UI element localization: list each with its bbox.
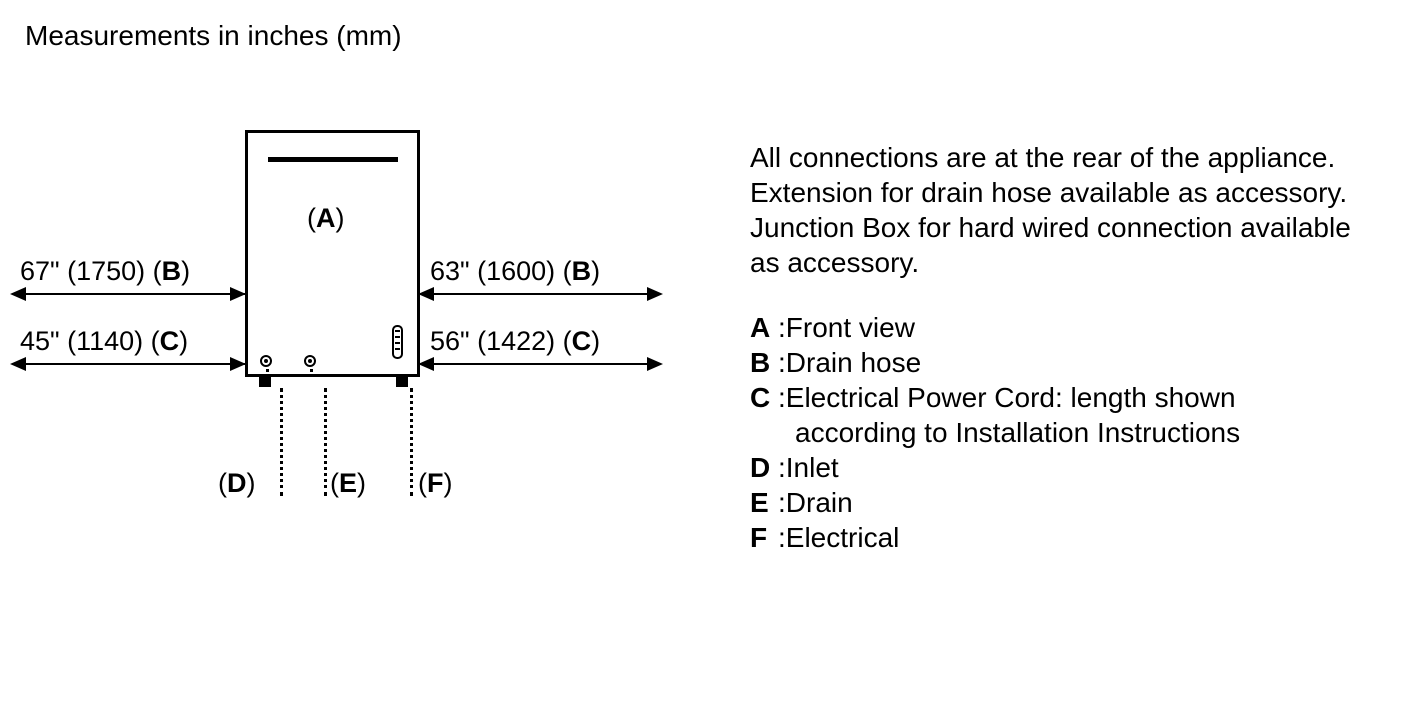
port-drain bbox=[304, 355, 316, 367]
arrow-left-c-line bbox=[22, 363, 245, 365]
legend-b: B: Drain hose bbox=[750, 345, 1370, 380]
description-block: All connections are at the rear of the a… bbox=[750, 140, 1370, 555]
legend-e: E: Drain bbox=[750, 485, 1370, 520]
page-title: Measurements in inches (mm) bbox=[25, 20, 402, 52]
arrow-right-c-head-l bbox=[418, 357, 434, 371]
port-drain-stub bbox=[310, 369, 313, 377]
arrow-left-b-head-l bbox=[10, 287, 26, 301]
foot-right bbox=[396, 377, 408, 387]
label-a: (A) bbox=[307, 203, 345, 234]
arrow-left-c-head-l bbox=[10, 357, 26, 371]
dotted-d bbox=[280, 388, 283, 496]
label-left-b: 67" (1750) (B) bbox=[20, 256, 190, 287]
arrow-left-b-head-r bbox=[230, 287, 246, 301]
legend-a: A: Front view bbox=[750, 310, 1370, 345]
legend-c-cont: according to Installation Instructions bbox=[750, 415, 1370, 450]
arrow-right-b-head-r bbox=[647, 287, 663, 301]
arrow-right-b-head-l bbox=[418, 287, 434, 301]
description-text: All connections are at the rear of the a… bbox=[750, 140, 1370, 280]
legend-d: D: Inlet bbox=[750, 450, 1370, 485]
label-right-b: 63" (1600) (B) bbox=[430, 256, 600, 287]
legend-c: C: Electrical Power Cord: length shown bbox=[750, 380, 1370, 415]
foot-left bbox=[259, 377, 271, 387]
dotted-e bbox=[324, 388, 327, 496]
port-inlet-stub bbox=[266, 369, 269, 377]
legend: A: Front view B: Drain hose C: Electrica… bbox=[750, 310, 1370, 555]
arrow-left-b-line bbox=[22, 293, 245, 295]
label-left-c: 45" (1140) (C) bbox=[20, 326, 188, 357]
label-f: (F) bbox=[418, 468, 453, 499]
appliance-handle bbox=[268, 157, 398, 162]
arrow-right-c-head-r bbox=[647, 357, 663, 371]
label-right-c: 56" (1422) (C) bbox=[430, 326, 600, 357]
label-e: (E) bbox=[330, 468, 366, 499]
port-electrical bbox=[392, 325, 403, 359]
arrow-right-b-line bbox=[430, 293, 652, 295]
port-inlet bbox=[260, 355, 272, 367]
legend-f: F: Electrical bbox=[750, 520, 1370, 555]
diagram-area: (A) 67" (1750) (B) 45" (1140) (C) 63" (1… bbox=[0, 130, 700, 550]
dotted-f bbox=[410, 388, 413, 496]
label-d: (D) bbox=[218, 468, 256, 499]
arrow-right-c-line bbox=[430, 363, 652, 365]
arrow-left-c-head-r bbox=[230, 357, 246, 371]
